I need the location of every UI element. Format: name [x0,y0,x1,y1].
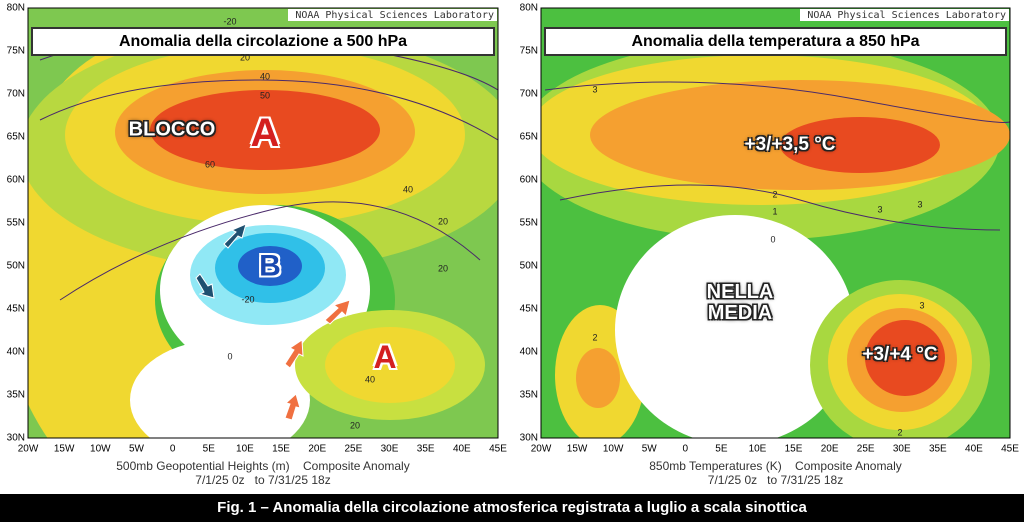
lon-label: 0 [170,444,176,455]
lon-label: 45E [1001,444,1019,455]
lon-label: 5W [129,444,145,455]
contour-label: -20 [241,294,254,304]
title-box [31,27,495,56]
lat-label: 55N [7,218,25,229]
contour-label: 3 [877,204,882,214]
lon-label: 0 [683,444,689,455]
frame [540,7,1011,439]
contour-label: 40 [365,374,375,384]
contour-label: 50 [260,90,270,100]
annotation: +3/+4 °C [862,344,938,366]
source-box [288,9,497,21]
lon-label: 30E [381,444,399,455]
annotation: A [250,111,280,155]
annotation: +3/+3,5 °C [744,134,836,156]
figure-caption: Fig. 1 – Anomalia della circolazione atm… [0,494,1024,522]
lat-label: 40N [7,347,25,358]
caption: 7/1/25 0z to 7/31/25 18z [195,473,330,487]
contour-label: 2 [592,332,597,342]
source-box [800,9,1009,21]
lat-label: 45N [520,304,538,315]
lon-label: 5E [715,444,728,455]
lon-label: 25E [857,444,875,455]
lat-label: 80N [520,3,538,14]
lat-label: 70N [7,89,25,100]
lon-label: 20E [308,444,326,455]
lon-label: 10W [90,444,111,455]
contour-label: 20 [350,420,360,430]
contour-label: 0 [770,234,775,244]
annotation: A [373,339,397,376]
lat-label: 50N [520,261,538,272]
title-box [544,27,1007,56]
contour-label: 2 [772,189,777,199]
lon-label: 5W [642,444,658,455]
lat-label: 30N [7,433,25,444]
lon-label: 40E [965,444,983,455]
lat-label: 75N [7,46,25,57]
contour-label: 2 [897,427,902,437]
lat-label: 55N [520,218,538,229]
contour-label: 40 [260,71,270,81]
lon-label: 35E [417,444,435,455]
lon-label: 10E [749,444,767,455]
lon-label: 30E [893,444,911,455]
maps: Anomalia della circolazione a 500 hPa NOA… [7,3,1020,488]
contour-label: 20 [438,216,448,226]
lat-label: 45N [7,304,25,315]
source: NOAA Physical Sciences Laboratory [807,10,1006,21]
caption: 7/1/25 0z to 7/31/25 18z [708,473,843,487]
lat-label: 60N [7,175,25,186]
contour-label: 0 [227,351,232,361]
field-right [541,8,1010,438]
caption: 850mb Temperatures (K) Composite Anomaly [649,459,902,473]
source: NOAA Physical Sciences Laboratory [295,10,494,21]
lon-label: 20W [531,444,552,455]
lat-label: 65N [7,132,25,143]
lat-label: 80N [7,3,25,14]
field-left [28,8,498,438]
lon-label: 15W [567,444,588,455]
lon-label: 45E [489,444,507,455]
lon-label: 10W [603,444,624,455]
annotation: NELLA MEDIA [706,281,774,324]
lon-label: 35E [929,444,947,455]
annotation: BLOCCO [128,118,216,141]
frame [27,7,499,439]
lon-label: 10E [236,444,254,455]
lat-label: 70N [520,89,538,100]
lon-label: 15W [54,444,75,455]
caption: 500mb Geopotential Heights (m) Composite… [116,459,409,473]
lat-label: 50N [7,261,25,272]
lon-label: 20E [821,444,839,455]
lat-label: 60N [520,175,538,186]
contour-label: 60 [205,159,215,169]
contour-label: 20 [240,52,250,62]
lon-label: 25E [344,444,362,455]
lon-label: 15E [272,444,290,455]
arrows [195,223,351,421]
lat-label: 65N [520,132,538,143]
contour-label: 20 [438,263,448,273]
contour-label: 3 [917,199,922,209]
lat-label: 30N [520,433,538,444]
lat-label: 40N [520,347,538,358]
contour-label: 1 [772,206,777,216]
lon-label: 5E [203,444,216,455]
panel-title: Anomalia della temperatura a 850 hPa [631,33,919,50]
contour-label: -20 [223,16,236,26]
contour-label: 3 [919,300,924,310]
lon-label: 40E [453,444,471,455]
contour-label: 3 [592,84,597,94]
lon-label: 20W [18,444,39,455]
lat-label: 75N [520,46,538,57]
contour-label: 40 [403,184,413,194]
lat-label: 35N [7,390,25,401]
panel-title: Anomalia della circolazione a 500 hPa [119,33,407,50]
annotation: B [259,249,281,283]
lon-label: 15E [785,444,803,455]
lat-label: 35N [520,390,538,401]
